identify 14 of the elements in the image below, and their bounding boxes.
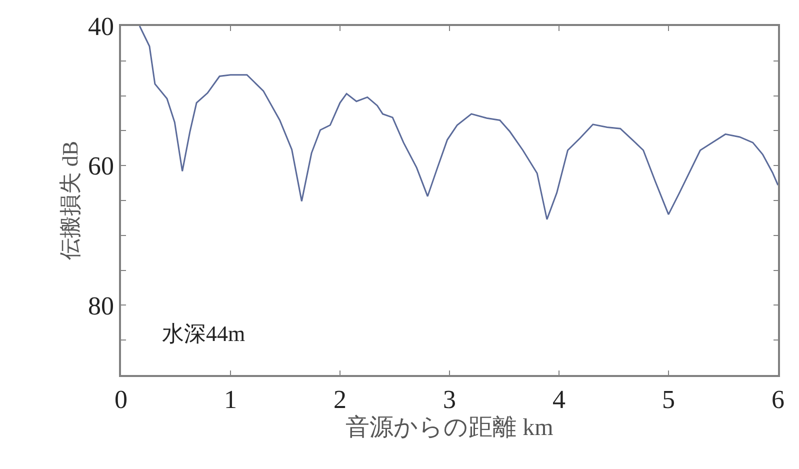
annotation: 水深44m [162, 321, 246, 346]
y-tick-label: 80 [88, 291, 114, 320]
x-tick-label: 1 [224, 384, 237, 414]
y-tick-label: 60 [88, 152, 114, 181]
x-tick-label: 4 [552, 384, 566, 414]
x-axis-title: 音源からの距離 km [346, 414, 554, 441]
y-axis-title: 伝搬損失 dB [57, 140, 82, 260]
x-tick-label: 5 [662, 384, 675, 414]
x-tick-label: 3 [443, 384, 456, 414]
y-tick-label: 40 [88, 12, 114, 42]
x-tick-label: 6 [772, 384, 784, 414]
x-tick-label: 0 [114, 384, 128, 414]
x-tick-label: 2 [334, 384, 346, 414]
line-series [138, 26, 778, 220]
